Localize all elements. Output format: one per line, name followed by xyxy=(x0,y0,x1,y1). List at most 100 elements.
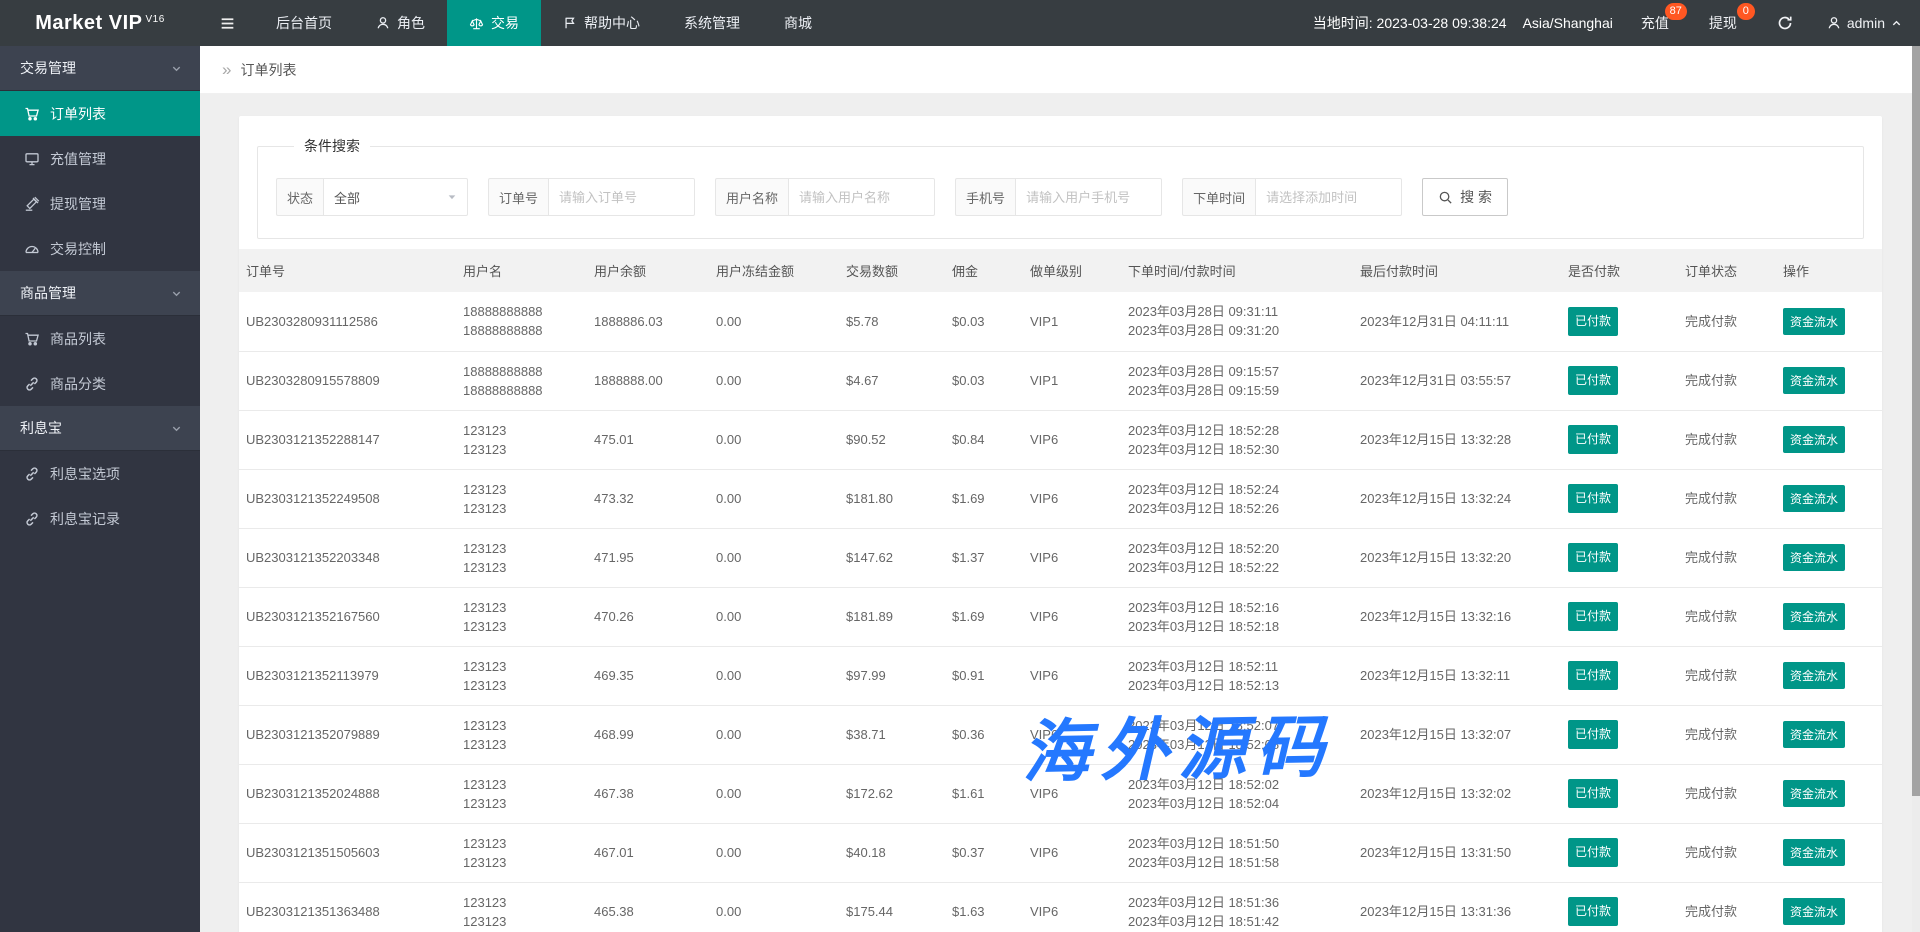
page-title: 订单列表 xyxy=(240,61,297,78)
commission-cell: $0.84 xyxy=(945,410,1023,470)
sidebar-item-interest-options[interactable]: 利息宝选项 xyxy=(0,451,200,496)
sidebar-item-withdraw[interactable]: 提现管理 xyxy=(0,181,200,226)
phone-input[interactable] xyxy=(1015,178,1163,216)
nav-item-roles[interactable]: 角色 xyxy=(354,0,447,46)
search-button[interactable]: 搜 索 xyxy=(1422,178,1508,216)
fund-flow-button[interactable]: 资金流水 xyxy=(1783,426,1846,453)
table-row: UB2303121351363488 123123 123123 465.38 0… xyxy=(239,882,1882,932)
commission-cell: $0.03 xyxy=(945,292,1023,352)
commission-cell: $0.03 xyxy=(945,351,1023,411)
sidebar-item-recharge[interactable]: 充值管理 xyxy=(0,136,200,181)
last-pay-time-cell: 2023年12月15日 13:32:28 xyxy=(1353,410,1561,470)
last-pay-time-cell: 2023年12月15日 13:31:50 xyxy=(1353,823,1561,883)
action-cell: 资金流水 xyxy=(1776,646,1882,706)
commission-cell: $0.37 xyxy=(945,823,1023,883)
balance-cell: 473.32 xyxy=(587,469,709,529)
local-time: 当地时间: 2023-03-28 09:38:24 xyxy=(1312,15,1507,31)
sidebar-item-order-list[interactable]: 订单列表 xyxy=(0,91,200,136)
sidebar-group-trade[interactable]: 交易管理 xyxy=(0,46,200,91)
action-cell: 资金流水 xyxy=(1776,410,1882,470)
order-time-cell: 2023年03月28日 09:15:57 2023年03月28日 09:15:59 xyxy=(1121,351,1353,411)
scrollbar-thumb[interactable] xyxy=(1912,46,1920,796)
status-label: 状态 xyxy=(276,178,324,216)
table-row: UB2303121352249508 123123 123123 473.32 0… xyxy=(239,469,1882,529)
nav-item-trade[interactable]: 交易 xyxy=(447,0,541,46)
flag-icon xyxy=(563,16,577,30)
commission-cell: $1.37 xyxy=(945,528,1023,588)
status-select[interactable]: 全部 xyxy=(323,178,469,216)
fund-flow-button[interactable]: 资金流水 xyxy=(1783,367,1846,394)
table-row: UB2303121352203348 123123 123123 471.95 0… xyxy=(239,528,1882,588)
order-time-cell: 2023年03月12日 18:51:36 2023年03月12日 18:51:42 xyxy=(1121,882,1353,932)
hamburger-icon[interactable] xyxy=(200,0,254,46)
commission-cell: $1.69 xyxy=(945,587,1023,647)
app-logo: Market VIP V16 xyxy=(0,0,200,46)
sidebar-item-product-category[interactable]: 商品分类 xyxy=(0,361,200,406)
action-cell: 资金流水 xyxy=(1776,705,1882,765)
balance-cell: 465.38 xyxy=(587,882,709,932)
sidebar-item-trade-control[interactable]: 交易控制 xyxy=(0,226,200,271)
balance-cell: 1888886.03 xyxy=(587,292,709,352)
commission-cell: $1.63 xyxy=(945,882,1023,932)
search-icon xyxy=(1439,191,1452,204)
amount-cell: $181.89 xyxy=(839,587,945,647)
action-cell: 资金流水 xyxy=(1776,292,1882,352)
nav-item-system[interactable]: 系统管理 xyxy=(662,0,762,46)
paid-badge: 已付款 xyxy=(1568,602,1619,631)
frozen-cell: 0.00 xyxy=(709,646,839,706)
sidebar-item-label: 交易控制 xyxy=(50,240,106,257)
fund-flow-button[interactable]: 资金流水 xyxy=(1783,307,1846,335)
username-input[interactable] xyxy=(788,178,936,216)
sidebar-group-products[interactable]: 商品管理 xyxy=(0,271,200,316)
link-icon xyxy=(24,376,40,392)
sidebar-item-interest-records[interactable]: 利息宝记录 xyxy=(0,496,200,541)
search-legend: 条件搜索 xyxy=(304,138,360,154)
link-icon xyxy=(24,511,40,527)
withdraw-link[interactable]: 提现 0 xyxy=(1689,0,1757,46)
frozen-cell: 0.00 xyxy=(709,469,839,529)
frozen-cell: 0.00 xyxy=(709,351,839,411)
action-cell: 资金流水 xyxy=(1776,587,1882,647)
nav-item-dashboard[interactable]: 后台首页 xyxy=(254,0,354,46)
level-cell: VIP6 xyxy=(1023,410,1121,470)
order-time-cell: 2023年03月28日 09:31:11 2023年03月28日 09:31:20 xyxy=(1121,292,1353,352)
fund-flow-button[interactable]: 资金流水 xyxy=(1783,662,1846,689)
balance-cell: 470.26 xyxy=(587,587,709,647)
level-cell: VIP6 xyxy=(1023,823,1121,883)
fund-flow-button[interactable]: 资金流水 xyxy=(1783,544,1846,571)
admin-menu[interactable]: admin xyxy=(1813,0,1920,46)
status-select-value: 全部 xyxy=(334,190,361,206)
order-time-input[interactable] xyxy=(1255,178,1403,216)
nav-item-help[interactable]: 帮助中心 xyxy=(541,0,662,46)
paid-cell: 已付款 xyxy=(1561,587,1678,647)
sidebar-group-label: 交易管理 xyxy=(20,60,76,76)
order-no-input[interactable] xyxy=(548,178,696,216)
fund-flow-button[interactable]: 资金流水 xyxy=(1783,721,1846,748)
gauge-icon xyxy=(24,241,40,257)
fund-flow-button[interactable]: 资金流水 xyxy=(1783,485,1846,512)
sidebar-group-interest[interactable]: 利息宝 xyxy=(0,406,200,451)
fund-flow-button[interactable]: 资金流水 xyxy=(1783,898,1846,925)
fund-flow-button[interactable]: 资金流水 xyxy=(1783,839,1846,866)
recharge-link[interactable]: 充值 87 xyxy=(1621,0,1689,46)
action-cell: 资金流水 xyxy=(1776,351,1882,411)
paid-cell: 已付款 xyxy=(1561,469,1678,529)
nav-item-mall[interactable]: 商城 xyxy=(762,0,834,46)
order-time-cell: 2023年03月12日 18:52:28 2023年03月12日 18:52:30 xyxy=(1121,410,1353,470)
order-time-cell: 2023年03月12日 18:52:16 2023年03月12日 18:52:18 xyxy=(1121,587,1353,647)
level-cell: VIP1 xyxy=(1023,292,1121,352)
sidebar-item-product-list[interactable]: 商品列表 xyxy=(0,316,200,361)
refresh-button[interactable] xyxy=(1757,0,1813,46)
frozen-cell: 0.00 xyxy=(709,705,839,765)
last-pay-time-cell: 2023年12月15日 13:32:02 xyxy=(1353,764,1561,824)
scrollbar-track[interactable] xyxy=(1912,46,1920,932)
sidebar: 交易管理 订单列表 充值管理 提现管理 交易控制 商品管理 商品列表 xyxy=(0,46,200,932)
amount-cell: $181.80 xyxy=(839,469,945,529)
fund-flow-button[interactable]: 资金流水 xyxy=(1783,603,1846,630)
breadcrumb: » 订单列表 xyxy=(200,46,1920,94)
last-pay-time-cell: 2023年12月15日 13:32:20 xyxy=(1353,528,1561,588)
action-cell: 资金流水 xyxy=(1776,528,1882,588)
chevron-up-icon xyxy=(1892,20,1901,25)
fund-flow-button[interactable]: 资金流水 xyxy=(1783,780,1846,807)
last-pay-time-cell: 2023年12月15日 13:32:24 xyxy=(1353,469,1561,529)
